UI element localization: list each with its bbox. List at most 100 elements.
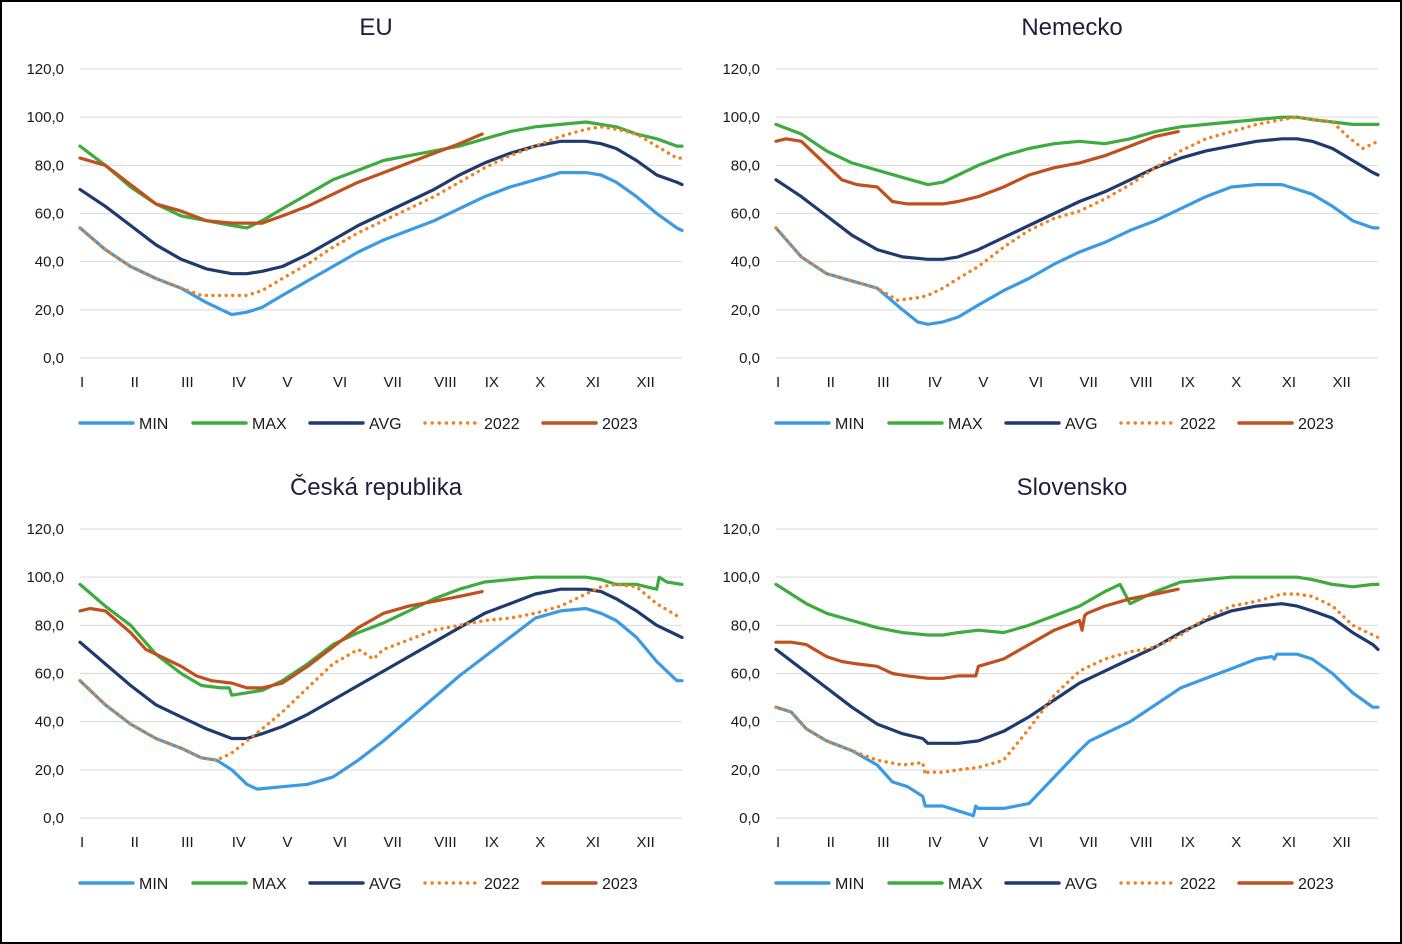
legend-label-min: MIN — [835, 876, 864, 893]
series-line-2022 — [78, 125, 684, 298]
series-line-max — [774, 115, 1380, 187]
x-tick-label: X — [535, 834, 545, 851]
y-tick-label: 40,0 — [35, 714, 64, 731]
x-tick-label: I — [776, 374, 780, 391]
y-tick-label: 80,0 — [35, 157, 64, 174]
x-tick-label: I — [80, 834, 84, 851]
x-tick-label: VI — [333, 374, 347, 391]
legend-label-2022: 2022 — [484, 416, 520, 433]
x-tick-label: VII — [1080, 834, 1098, 851]
series-line-max — [78, 120, 684, 230]
legend-label-max: MAX — [252, 416, 287, 433]
x-tick-label: XII — [1332, 374, 1350, 391]
x-tick-label: V — [282, 374, 292, 391]
y-tick-label: 0,0 — [739, 350, 760, 367]
x-tick-label: IV — [232, 834, 246, 851]
series-line-min — [774, 183, 1380, 326]
y-tick-label: 100,0 — [26, 569, 64, 586]
x-tick-label: IX — [485, 374, 499, 391]
legend-label-avg: AVG — [369, 876, 402, 893]
chart-title: EU — [359, 14, 392, 41]
y-tick-label: 60,0 — [731, 206, 760, 223]
y-tick-label: 20,0 — [731, 762, 760, 779]
legend-label-2023: 2023 — [1298, 876, 1334, 893]
y-tick-label: 0,0 — [43, 350, 64, 367]
legend-label-min: MIN — [139, 876, 168, 893]
x-tick-label: II — [131, 834, 139, 851]
legend-label-2023: 2023 — [602, 416, 638, 433]
legend-label-2022: 2022 — [484, 876, 520, 893]
x-tick-label: IV — [928, 374, 942, 391]
series-line-min — [78, 171, 684, 317]
chart-title: Slovensko — [1017, 474, 1128, 501]
x-tick-label: VII — [384, 834, 402, 851]
legend-label-min: MIN — [835, 416, 864, 433]
series-line-2023 — [774, 130, 1180, 206]
legend-label-max: MAX — [948, 416, 983, 433]
x-tick-label: VIII — [434, 834, 457, 851]
y-tick-label: 80,0 — [731, 617, 760, 634]
x-tick-label: XI — [1282, 374, 1296, 391]
x-tick-label: XI — [586, 834, 600, 851]
x-tick-label: XI — [586, 374, 600, 391]
x-tick-label: XII — [636, 374, 654, 391]
legend-label-2022: 2022 — [1180, 416, 1216, 433]
x-tick-label: IV — [232, 374, 246, 391]
x-tick-label: II — [131, 374, 139, 391]
x-tick-label: IX — [1181, 374, 1195, 391]
y-tick-label: 100,0 — [722, 109, 760, 126]
x-tick-label: IV — [928, 834, 942, 851]
legend-label-avg: AVG — [1065, 416, 1098, 433]
x-tick-label: VI — [333, 834, 347, 851]
x-tick-label: III — [877, 374, 890, 391]
chart-title: Česká republika — [290, 473, 463, 501]
y-tick-label: 0,0 — [739, 810, 760, 827]
y-tick-label: 80,0 — [35, 617, 64, 634]
x-tick-label: X — [1231, 834, 1241, 851]
x-tick-label: IX — [485, 834, 499, 851]
series-line-2023 — [78, 132, 484, 225]
x-tick-label: VII — [1080, 374, 1098, 391]
x-tick-label: II — [827, 834, 835, 851]
y-tick-label: 120,0 — [722, 521, 760, 538]
series-line-avg — [774, 137, 1380, 261]
x-tick-label: X — [1231, 374, 1241, 391]
y-tick-label: 100,0 — [26, 109, 64, 126]
x-tick-label: I — [80, 374, 84, 391]
series-line-avg — [78, 139, 684, 276]
series-line-avg — [78, 587, 684, 741]
x-tick-label: XI — [1282, 834, 1296, 851]
x-tick-label: VIII — [1130, 374, 1153, 391]
chart-panel-2: Česká republika 0,0 20,0 40,0 60,0 80,0 100,0 1… — [26, 473, 684, 893]
x-tick-label: VI — [1029, 834, 1043, 851]
y-tick-label: 120,0 — [26, 61, 64, 78]
y-tick-label: 20,0 — [35, 762, 64, 779]
x-tick-label: III — [877, 834, 890, 851]
series-line-min — [774, 652, 1380, 818]
y-tick-label: 80,0 — [731, 157, 760, 174]
series-line-max — [774, 575, 1380, 637]
x-tick-label: VIII — [1130, 834, 1153, 851]
chart-title: Nemecko — [1021, 14, 1122, 41]
x-tick-label: III — [181, 374, 194, 391]
series-line-2023 — [78, 590, 484, 690]
legend-label-max: MAX — [948, 876, 983, 893]
x-tick-label: II — [827, 374, 835, 391]
series-line-avg — [774, 602, 1380, 745]
legend-label-2023: 2023 — [1298, 416, 1334, 433]
x-tick-label: VII — [384, 374, 402, 391]
x-tick-label: IX — [1181, 834, 1195, 851]
series-line-min — [78, 606, 684, 791]
y-tick-label: 60,0 — [731, 666, 760, 683]
x-tick-label: X — [535, 374, 545, 391]
legend-label-avg: AVG — [1065, 876, 1098, 893]
y-tick-label: 100,0 — [722, 569, 760, 586]
x-tick-label: XII — [636, 834, 654, 851]
y-tick-label: 40,0 — [731, 254, 760, 271]
legend-label-avg: AVG — [369, 416, 402, 433]
x-tick-label: XII — [1332, 834, 1350, 851]
x-tick-label: V — [978, 374, 988, 391]
x-tick-label: VIII — [434, 374, 457, 391]
